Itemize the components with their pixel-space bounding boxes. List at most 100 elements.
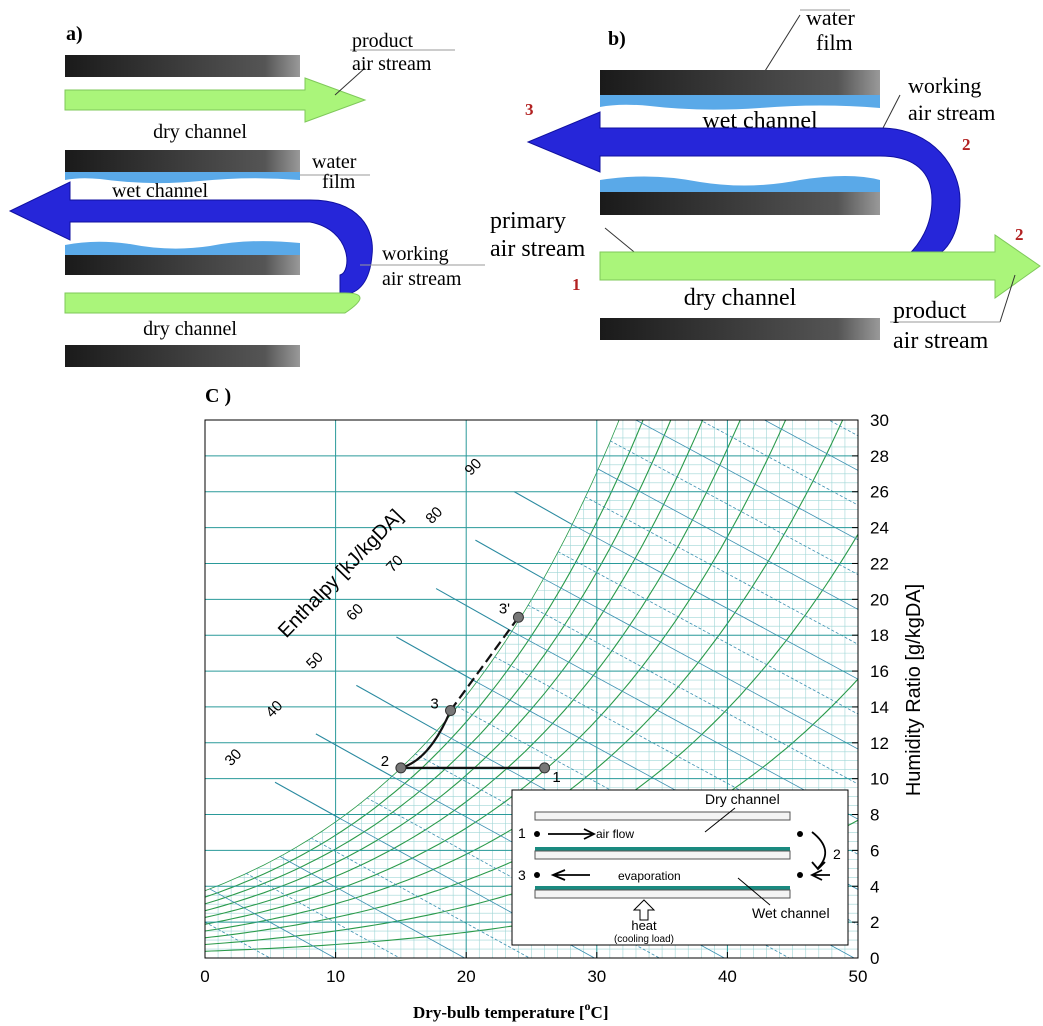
panel-a: a) product air stream dry channel water … — [8, 23, 485, 367]
plate — [65, 255, 300, 275]
channel-label: dry channel — [684, 285, 797, 311]
y-tick-label: 28 — [870, 447, 889, 466]
process-line — [400, 710, 452, 769]
inset-text: Dry channel — [705, 791, 780, 807]
state-label: 1 — [572, 275, 581, 294]
water-film — [65, 241, 300, 255]
annotation: working — [908, 73, 981, 98]
x-tick-label: 20 — [457, 967, 476, 986]
y-tick-label: 22 — [870, 554, 889, 573]
y-tick-label: 0 — [870, 949, 879, 968]
panel-label: a) — [66, 23, 83, 45]
plate — [65, 150, 300, 172]
wet-film — [535, 886, 790, 890]
inset-text: 2 — [833, 846, 841, 862]
above-saturation — [205, 420, 619, 891]
x-tick-label: 10 — [326, 967, 345, 986]
y-tick-label: 20 — [870, 590, 889, 609]
annotation: water — [806, 5, 856, 30]
annotation: working — [382, 243, 449, 265]
flow-arrow — [550, 869, 590, 881]
enthalpy-line — [609, 440, 858, 576]
water-film — [600, 95, 880, 110]
turn-arrow — [811, 831, 827, 871]
working-arrow — [526, 111, 961, 259]
y-tick-label: 24 — [870, 519, 889, 538]
enthalpy-tick-line — [315, 733, 392, 777]
channel-label: dry channel — [143, 318, 237, 340]
enthalpy-tick-line — [514, 491, 573, 525]
annotation: film — [816, 30, 853, 55]
state-label: 2 — [381, 753, 389, 770]
plate — [534, 889, 791, 899]
enthalpy-line — [279, 855, 465, 958]
state-label: 2 — [1015, 225, 1024, 244]
enthalpy-line — [209, 888, 336, 958]
leader — [882, 94, 901, 129]
y-tick-label: 8 — [870, 806, 879, 825]
rh-curve — [205, 420, 787, 925]
annotation: primary — [490, 208, 566, 234]
y-tick-label: 16 — [870, 662, 889, 681]
inset: Dry channel 1 air flow 2 3 evaporation W… — [511, 789, 849, 946]
enthalpy-tick-line — [396, 636, 477, 683]
x-axis-label-sup: o — [585, 999, 591, 1013]
water-film — [65, 172, 300, 184]
x-axis-label-text: Dry-bulb temperature [ — [413, 1003, 585, 1022]
rh-curve — [205, 420, 672, 905]
pointer — [704, 807, 736, 833]
enthalpy-line — [245, 872, 400, 958]
plate — [65, 345, 300, 367]
inset-text: Wet channel — [752, 905, 830, 921]
leader — [999, 274, 1016, 323]
panel-b: b) water film working air stream wet cha… — [490, 5, 1041, 354]
y-tick-label: 30 — [870, 411, 889, 430]
inset-dot — [534, 831, 540, 837]
annotation: air stream — [893, 328, 989, 354]
enthalpy-line — [557, 551, 858, 715]
enthalpy-line — [527, 604, 858, 785]
x-tick-label: 0 — [200, 967, 209, 986]
enthalpy-line — [205, 921, 271, 958]
enthalpy-line — [827, 420, 858, 437]
annotation: air stream — [908, 100, 995, 125]
state-label: 3' — [499, 600, 510, 617]
inset-text: 3 — [518, 867, 526, 883]
panel-label: C ) — [205, 385, 231, 407]
rh-curve — [205, 420, 741, 919]
x-tick-label: 30 — [587, 967, 606, 986]
y-tick-label: 6 — [870, 841, 879, 860]
inset-text: evaporation — [618, 869, 681, 883]
pointer — [737, 877, 771, 906]
flow-arrow — [548, 828, 597, 840]
inset-text: 1 — [518, 825, 526, 841]
rh-curve — [205, 420, 704, 912]
water-film — [600, 176, 880, 192]
primary-arrow — [64, 292, 361, 314]
annotation: air stream — [352, 53, 432, 75]
enthalpy-line — [571, 523, 858, 680]
channel-label: dry channel — [153, 121, 247, 143]
enthalpy-tick-line — [435, 588, 512, 632]
enthalpy-line — [542, 578, 858, 750]
panel-label: b) — [608, 28, 626, 50]
plate — [600, 192, 880, 215]
annotation: air stream — [490, 236, 586, 262]
enthalpy-line — [597, 468, 858, 610]
wet-film — [535, 847, 790, 851]
y-tick-label: 14 — [870, 698, 889, 717]
enthalpy-line — [205, 957, 206, 958]
plot-frame — [204, 419, 859, 959]
state-point — [539, 762, 551, 774]
state-point — [445, 705, 457, 717]
flow-arrow — [809, 869, 830, 881]
process-line — [449, 616, 520, 712]
state-point — [395, 762, 407, 774]
state-label: 1 — [552, 769, 560, 786]
x-axis-label-unit: C] — [591, 1003, 609, 1022]
inset-text: heat — [631, 918, 657, 933]
plate — [65, 55, 300, 77]
dry-arrow — [599, 234, 1041, 299]
